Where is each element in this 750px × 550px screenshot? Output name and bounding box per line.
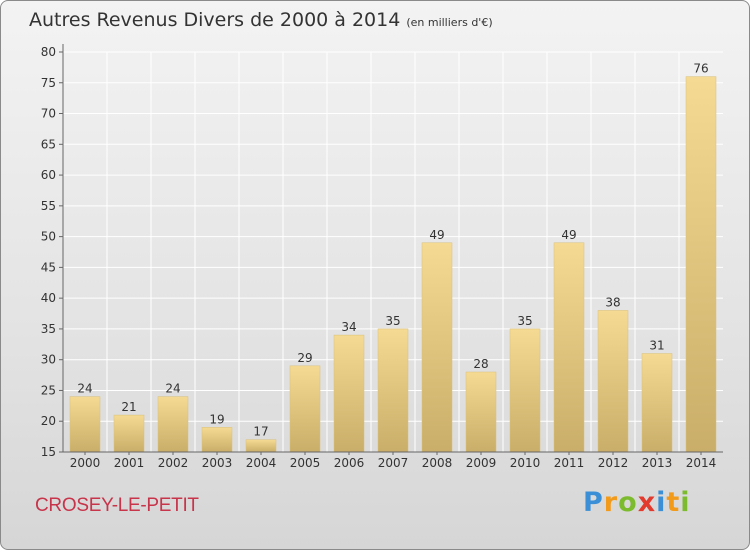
x-tick-label: 2014 xyxy=(686,456,717,470)
y-tick-label: 35 xyxy=(41,322,56,336)
bar-value-label: 17 xyxy=(253,425,268,439)
logo-letter: t xyxy=(666,487,681,518)
chart-subtitle: (en milliers d'€) xyxy=(406,16,493,29)
bar xyxy=(289,365,321,453)
logo-letter: P xyxy=(583,487,604,518)
bar xyxy=(69,396,101,453)
x-tick-label: 2004 xyxy=(246,456,277,470)
bar xyxy=(685,76,717,453)
y-tick-label: 55 xyxy=(41,199,56,213)
y-tick-label: 45 xyxy=(41,260,56,274)
bar xyxy=(113,414,145,453)
bar-value-label: 34 xyxy=(341,320,356,334)
bar xyxy=(509,328,541,453)
x-tick-label: 2003 xyxy=(202,456,233,470)
x-tick-label: 2009 xyxy=(466,456,497,470)
bar-value-label: 19 xyxy=(209,412,224,426)
x-tick-label: 2001 xyxy=(114,456,145,470)
chart-title-text: Autres Revenus Divers de 2000 à 2014 xyxy=(29,9,401,31)
bar-value-label: 31 xyxy=(649,339,664,353)
y-tick-label: 30 xyxy=(41,353,56,367)
x-tick-label: 2011 xyxy=(554,456,585,470)
bar-value-label: 24 xyxy=(165,382,180,396)
x-tick-label: 2002 xyxy=(158,456,189,470)
y-tick-label: 40 xyxy=(41,291,56,305)
bar xyxy=(377,328,409,453)
logo-letter: r xyxy=(603,487,619,518)
bar xyxy=(333,334,365,453)
bar-value-label: 35 xyxy=(385,314,400,328)
bar xyxy=(201,427,233,453)
y-tick-label: 70 xyxy=(41,107,56,121)
bar-value-label: 28 xyxy=(473,357,488,371)
bar-value-label: 29 xyxy=(297,351,312,365)
logo-letter: x xyxy=(637,487,657,518)
x-tick-label: 2010 xyxy=(510,456,541,470)
bar xyxy=(421,242,453,453)
bar-value-label: 21 xyxy=(121,400,136,414)
y-tick-label: 50 xyxy=(41,230,56,244)
bar xyxy=(157,396,189,453)
bar-value-label: 35 xyxy=(517,314,532,328)
y-tick-label: 80 xyxy=(41,45,56,59)
axes: 15 20 25 30 35 40 45 50 55 60 65 70 75 80 2000 2001 2002… xyxy=(41,44,723,470)
x-tick-label: 2012 xyxy=(598,456,629,470)
x-tick-label: 2005 xyxy=(290,456,321,470)
x-tick-label: 2008 xyxy=(422,456,453,470)
bar-value-label: 24 xyxy=(77,382,92,396)
logo-letter: i xyxy=(656,487,667,518)
x-tick-label: 2007 xyxy=(378,456,409,470)
logo-letter: i xyxy=(680,487,691,518)
y-tick-label: 15 xyxy=(41,445,56,459)
y-tick-label: 25 xyxy=(41,383,56,397)
y-tick-label: 20 xyxy=(41,414,56,428)
commune-name: CROSEY-LE-PETIT xyxy=(35,495,199,516)
bar-value-label: 76 xyxy=(693,62,708,76)
bar xyxy=(553,242,585,453)
bar xyxy=(597,310,629,453)
x-tick-label: 2013 xyxy=(642,456,673,470)
y-tick-label: 65 xyxy=(41,137,56,151)
bar-value-label: 49 xyxy=(429,228,444,242)
x-tick-label: 2006 xyxy=(334,456,365,470)
bar-value-label: 49 xyxy=(561,228,576,242)
bar-value-label: 38 xyxy=(605,295,620,309)
proxiti-logo: Proxiti xyxy=(583,487,691,518)
y-tick-label: 60 xyxy=(41,168,56,182)
bars: 24 21 24 19 17 29 34 35 49 28 35 49 38 31 76 xyxy=(69,62,717,453)
logo-letter: o xyxy=(618,487,638,518)
bar xyxy=(465,371,497,453)
chart-title: Autres Revenus Divers de 2000 à 2014 (en … xyxy=(29,9,493,31)
y-tick-label: 75 xyxy=(41,76,56,90)
bar xyxy=(641,353,673,453)
x-tick-label: 2000 xyxy=(70,456,101,470)
bar xyxy=(245,439,277,453)
